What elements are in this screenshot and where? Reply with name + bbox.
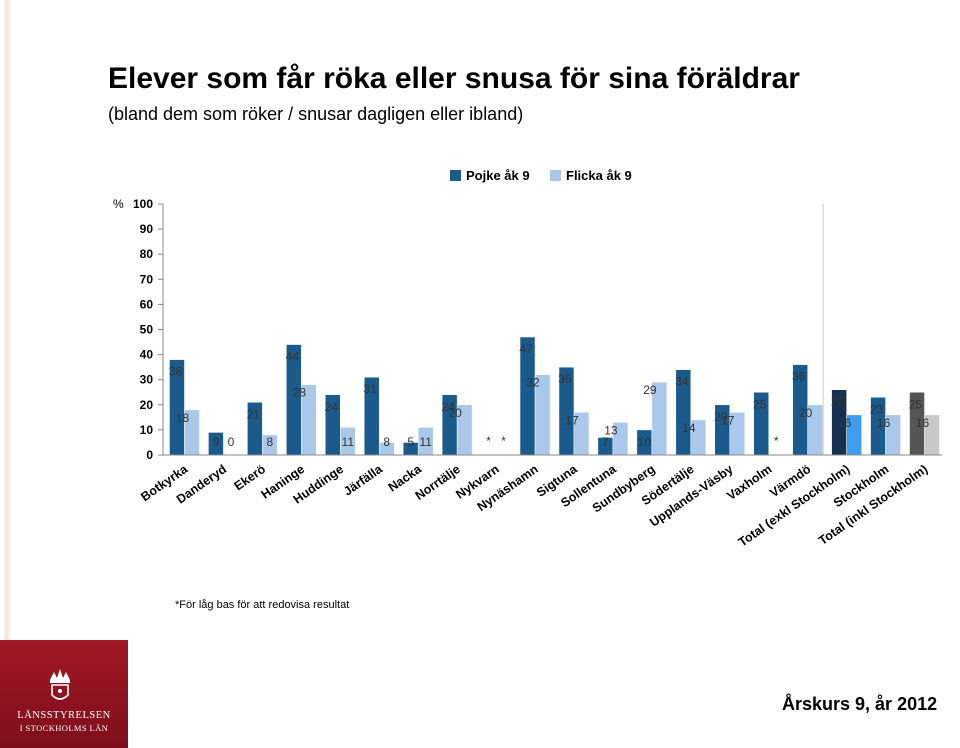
- y-tick-label: 100: [133, 197, 153, 211]
- data-label: 5: [407, 435, 414, 449]
- data-label: 9: [213, 435, 220, 449]
- data-label: 10: [638, 435, 652, 449]
- category-label: Järfälla: [341, 461, 386, 498]
- data-label: 0: [228, 435, 235, 449]
- crown-icon: [50, 669, 70, 700]
- data-label: 47: [519, 342, 533, 356]
- y-tick-label: 90: [140, 222, 154, 236]
- data-label: 44: [286, 350, 300, 364]
- brand-name: LÄNSSTYRELSEN: [17, 710, 111, 721]
- y-tick-label: 50: [140, 323, 154, 337]
- y-tick-label: 0: [146, 448, 153, 462]
- data-label: *: [501, 434, 506, 448]
- data-label: 11: [419, 435, 432, 449]
- category-label: Vaxholm: [724, 462, 774, 503]
- data-label: 17: [721, 413, 735, 427]
- y-tick-label: 60: [140, 297, 154, 311]
- brand-subname: I STOCKHOLMS LÄN: [19, 723, 109, 733]
- data-label: 26: [831, 395, 845, 409]
- data-label: 36: [792, 370, 806, 384]
- data-label: 8: [383, 435, 390, 449]
- data-label: 13: [604, 423, 618, 437]
- data-label: 24: [441, 400, 455, 414]
- data-label: 7: [602, 435, 609, 449]
- legend-label-flicka: Flicka åk 9: [566, 168, 632, 183]
- data-label: 17: [565, 413, 579, 427]
- footnote: *För låg bas för att redovisa resultat: [175, 599, 350, 611]
- data-label: 18: [176, 411, 190, 425]
- data-label: 29: [643, 383, 657, 397]
- y-tick-label: 70: [140, 272, 154, 286]
- data-label: 24: [325, 400, 339, 414]
- data-label: 16: [838, 416, 852, 430]
- data-label: 14: [682, 421, 696, 435]
- data-label: 38: [169, 365, 183, 379]
- y-tick-label: 40: [140, 348, 154, 362]
- y-tick-label: 20: [140, 398, 154, 412]
- data-label: 32: [526, 376, 540, 390]
- y-tick-label: 30: [140, 373, 154, 387]
- data-label: 25: [753, 397, 767, 411]
- brand-logo: [0, 640, 128, 748]
- category-label: Norrtälje: [413, 462, 463, 503]
- y-axis-label: %: [113, 197, 124, 211]
- data-label: 16: [877, 416, 891, 430]
- data-label: *: [486, 434, 491, 448]
- y-tick-label: 10: [140, 423, 154, 437]
- data-label: 16: [916, 416, 930, 430]
- footer-text: Årskurs 9, år 2012: [782, 694, 938, 714]
- data-label: 8: [267, 435, 274, 449]
- data-label: 20: [799, 406, 813, 420]
- data-label: 20: [448, 406, 462, 420]
- data-label: 23: [870, 402, 884, 416]
- sidebar-band: [0, 0, 128, 748]
- page-title: Elever som får röka eller snusa för sina…: [108, 62, 800, 95]
- legend-swatch-pojke: [450, 170, 461, 181]
- page-subtitle: (bland dem som röker / snusar dagligen e…: [108, 104, 524, 124]
- data-label: *: [774, 434, 779, 448]
- data-label: 28: [293, 386, 307, 400]
- data-label: 20: [714, 410, 728, 424]
- data-label: 35: [558, 372, 572, 386]
- y-tick-label: 80: [140, 247, 154, 261]
- data-label: 21: [247, 407, 261, 421]
- data-label: 31: [364, 382, 378, 396]
- legend-label-pojke: Pojke åk 9: [466, 168, 530, 183]
- legend-swatch-flicka: [550, 170, 561, 181]
- data-label: 34: [675, 375, 689, 389]
- data-label: 25: [909, 397, 923, 411]
- data-label: 11: [342, 435, 355, 449]
